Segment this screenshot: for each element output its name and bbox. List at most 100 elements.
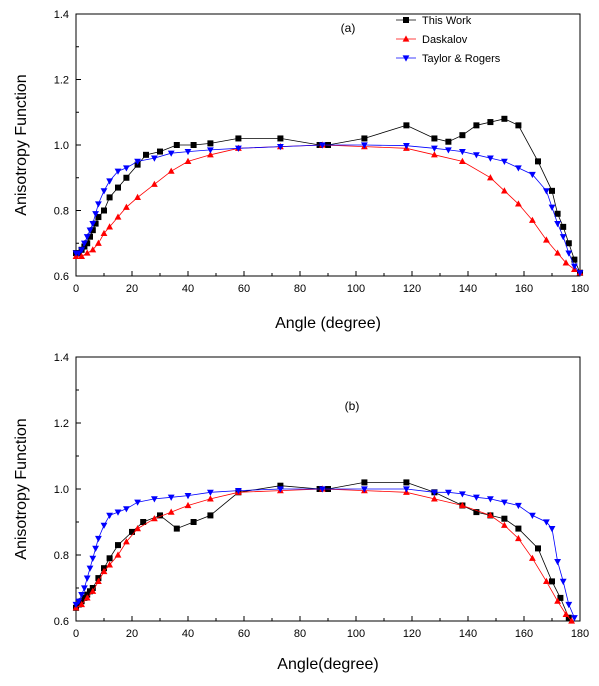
data-point <box>571 615 578 622</box>
data-point <box>92 211 99 218</box>
data-point <box>83 575 91 582</box>
data-point <box>554 597 561 604</box>
legend-marker <box>403 17 409 23</box>
data-point <box>151 496 158 503</box>
data-point <box>319 142 326 149</box>
data-point <box>106 561 113 568</box>
data-point <box>487 174 494 181</box>
series-line <box>75 488 572 622</box>
y-tick-label: 0.8 <box>54 550 69 562</box>
data-point <box>106 512 113 519</box>
series-line <box>76 118 581 273</box>
data-point <box>445 147 452 154</box>
data-point <box>554 221 561 228</box>
series-line <box>75 488 575 618</box>
data-point <box>75 598 83 605</box>
data-point <box>529 554 536 561</box>
data-point <box>459 148 466 156</box>
data-point <box>184 157 192 164</box>
data-point <box>548 526 556 533</box>
data-point <box>106 223 113 230</box>
data-point <box>565 240 572 247</box>
data-point <box>81 594 88 601</box>
data-point <box>235 488 242 495</box>
x-tick-label: 0 <box>73 283 79 295</box>
data-point <box>115 184 121 191</box>
x-tick-label: 80 <box>294 628 306 640</box>
series-taylor-rogers <box>72 486 578 622</box>
data-point <box>115 542 121 549</box>
data-point <box>361 135 368 142</box>
y-tick-label: 1.2 <box>54 418 69 430</box>
data-point <box>207 140 214 147</box>
data-point <box>114 551 122 558</box>
data-point <box>167 150 175 157</box>
data-point <box>501 521 508 528</box>
data-point <box>487 511 494 518</box>
data-point <box>92 545 99 552</box>
data-point <box>89 221 97 228</box>
data-point <box>529 216 536 223</box>
data-point <box>95 535 102 543</box>
data-point <box>529 171 536 179</box>
data-point <box>100 229 108 237</box>
data-point <box>571 263 578 270</box>
x-tick-label: 100 <box>347 628 365 640</box>
y-tick-label: 0.8 <box>54 206 69 218</box>
data-point <box>78 247 85 254</box>
series-line <box>75 481 570 618</box>
data-point <box>184 501 192 509</box>
data-point <box>100 522 108 529</box>
data-point <box>515 534 522 542</box>
data-point <box>543 236 550 243</box>
data-point <box>190 519 197 525</box>
data-point <box>487 155 494 162</box>
x-tick-label: 120 <box>403 283 421 295</box>
data-point <box>565 250 573 257</box>
x-tick-label: 160 <box>515 283 533 295</box>
data-point <box>487 496 494 503</box>
legend-marker <box>402 35 410 42</box>
data-point <box>319 486 326 493</box>
data-point <box>78 252 85 259</box>
x-tick-label: 100 <box>347 283 365 295</box>
data-point <box>235 145 242 152</box>
data-point <box>459 132 466 139</box>
data-point <box>184 148 192 156</box>
data-point <box>89 555 97 562</box>
panel-label: (b) <box>345 399 360 413</box>
data-point <box>101 207 107 214</box>
data-point <box>473 494 480 501</box>
data-point <box>501 499 508 506</box>
data-point <box>95 577 102 584</box>
x-tick-label: 60 <box>238 628 250 640</box>
data-point <box>173 142 180 148</box>
data-point <box>459 501 466 509</box>
data-point <box>559 578 567 585</box>
data-point <box>173 525 180 532</box>
data-point <box>123 174 130 181</box>
data-point <box>515 525 522 532</box>
data-point <box>431 151 438 158</box>
data-point <box>431 489 438 496</box>
data-point <box>106 555 113 562</box>
data-point <box>129 528 135 535</box>
data-point <box>431 495 438 502</box>
series-daskalov <box>72 485 575 624</box>
data-point <box>207 489 214 496</box>
x-tick-label: 140 <box>459 628 477 640</box>
data-point <box>207 495 214 502</box>
data-point <box>86 227 94 234</box>
data-point <box>548 204 556 211</box>
x-tick-label: 60 <box>238 283 250 295</box>
data-point <box>571 256 578 263</box>
data-point <box>78 600 85 608</box>
x-axis-title: Angle (degree) <box>275 315 381 332</box>
data-point <box>83 234 91 241</box>
series-this-work <box>73 115 583 276</box>
data-point <box>151 155 158 162</box>
data-point <box>207 147 214 154</box>
data-point <box>123 203 130 210</box>
data-point <box>75 250 83 257</box>
